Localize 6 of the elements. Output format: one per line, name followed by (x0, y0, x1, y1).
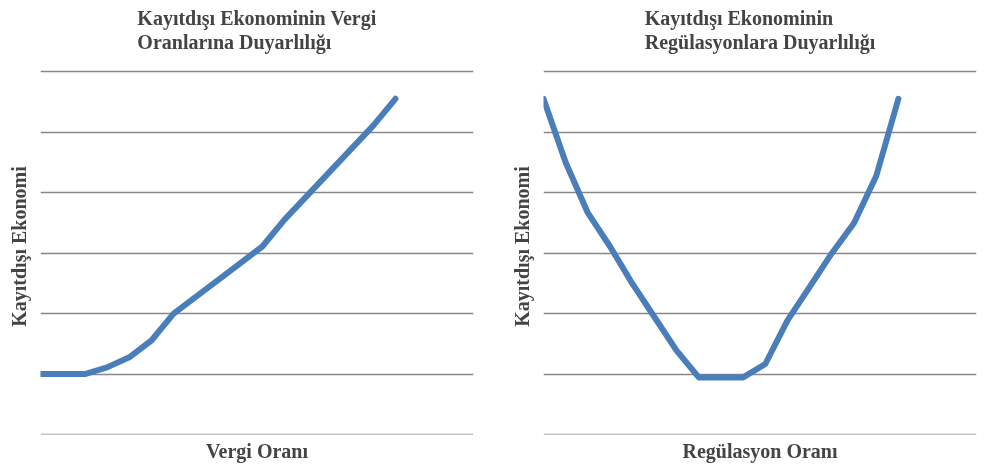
x-axis-title: Regülasyon Oranı (682, 439, 838, 463)
y-axis-title: Kayıtdışı Ekonomi (7, 165, 31, 327)
y-axis-title: Kayıtdışı Ekonomi (510, 165, 534, 327)
chart-title: Kayıtdışı Ekonominin Regülasyonlara Duyarlılığı (644, 7, 876, 55)
chart-title: Kayıtdışı Ekonominin Vergi Oranlarına Duyarlılığı (137, 7, 377, 55)
x-axis-title: Vergi Oranı (205, 439, 309, 463)
